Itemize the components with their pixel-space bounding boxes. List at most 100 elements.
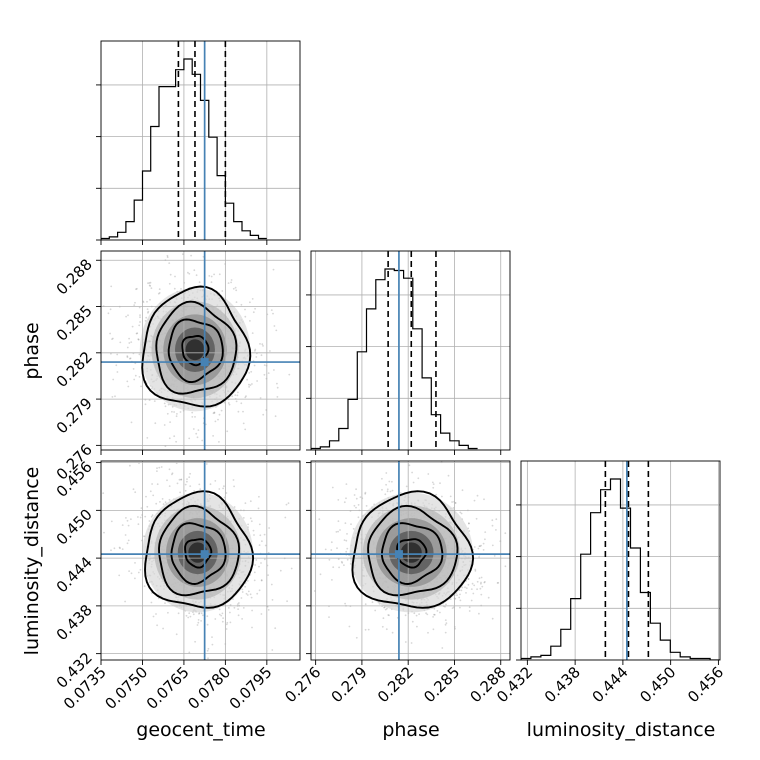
joint-0-sample	[263, 373, 266, 376]
joint-1-sample	[242, 517, 245, 519]
joint-2-sample	[364, 628, 367, 631]
joint-1-sample	[251, 609, 254, 612]
joint-1-sample	[130, 572, 133, 575]
joint-0-sample	[231, 395, 234, 398]
joint-1-sample	[118, 574, 121, 577]
joint-2-contour-1	[367, 504, 459, 597]
joint-0-sample	[111, 396, 114, 398]
joint-0-sample	[180, 288, 182, 290]
joint-1-sample	[157, 597, 160, 600]
joint-2-sample	[341, 561, 344, 564]
joint-0-sample	[235, 289, 238, 292]
joint-0-sample	[138, 376, 141, 378]
joint-2-sample	[452, 507, 455, 509]
joint-0-sample	[169, 421, 172, 423]
joint-0-contour-0	[141, 285, 252, 408]
joint-1-contour-2	[170, 522, 227, 585]
joint-1-sample	[249, 517, 252, 520]
joint-2-sample	[487, 596, 490, 599]
joint-0-sample	[223, 401, 226, 404]
joint-2-sample	[385, 483, 387, 486]
joint-1-sample	[177, 612, 180, 615]
joint-0-sample	[138, 306, 141, 309]
joint-1-sample	[146, 505, 149, 508]
joint-0-sample	[235, 301, 238, 303]
joint-0-sample	[259, 397, 262, 399]
joint-2-sample	[346, 558, 349, 561]
joint-0-sample	[163, 424, 166, 426]
joint-2-sample	[364, 491, 367, 494]
joint-2-sample	[459, 599, 462, 602]
joint-0-sample	[126, 355, 129, 357]
luminosity_distance-xlabel: luminosity_distance	[527, 719, 716, 741]
joint-2-sample	[385, 628, 388, 631]
joint-1-sample	[238, 602, 240, 604]
joint-0-truth-point	[200, 358, 209, 367]
joint-0-sample	[195, 274, 198, 277]
joint-2-sample	[417, 477, 420, 480]
joint-2-sample	[391, 480, 393, 483]
joint-0-sample	[192, 428, 195, 430]
joint-0-sample	[234, 394, 237, 396]
joint-0-sample	[201, 439, 204, 442]
joint-0-sample	[259, 343, 261, 345]
joint-2-sample	[345, 497, 347, 500]
joint-0-sample	[147, 311, 149, 314]
joint-2-sample	[405, 485, 408, 488]
joint-1-sample	[225, 623, 228, 626]
joint-1-sample	[200, 612, 203, 615]
joint-1-sample	[247, 523, 250, 526]
joint-2-sample	[415, 614, 418, 617]
joint-2-sample	[475, 517, 478, 520]
joint-2-sample	[345, 550, 348, 553]
joint-1-sample	[218, 613, 221, 616]
joint-2-sample	[473, 584, 476, 587]
joint-0-sample	[136, 332, 139, 335]
joint-2-sample	[431, 481, 434, 484]
joint-1-sample	[192, 613, 195, 616]
joint-0-sample	[138, 324, 141, 327]
joint-2-sample	[427, 631, 429, 634]
joint-2-sample	[460, 589, 463, 592]
joint-2-sample	[484, 581, 486, 583]
joint-1-sample	[214, 618, 217, 620]
joint-1-sample	[144, 515, 147, 518]
joint-2-sample	[441, 647, 444, 649]
joint-2-sample	[344, 522, 347, 525]
joint-1-sample	[256, 592, 259, 595]
joint-0-sample	[166, 256, 169, 259]
joint-1-sample	[150, 515, 153, 518]
joint-0-sample	[149, 281, 152, 284]
joint-0-sample	[288, 373, 291, 376]
joint-0-sample	[179, 411, 182, 413]
joint-0-sample	[274, 415, 277, 418]
joint-1-sample	[185, 614, 188, 617]
joint-0-sample	[248, 383, 250, 386]
joint-2-sample	[410, 642, 413, 644]
joint-2-contour-0	[351, 490, 475, 609]
joint-2-sample	[458, 596, 461, 599]
joint-2-sample	[364, 492, 367, 495]
joint-0-sample	[210, 281, 213, 284]
joint-1-sample	[267, 551, 270, 554]
joint-0-sample	[131, 325, 134, 328]
joint-1-sample	[232, 479, 235, 481]
joint-1-sample	[237, 608, 240, 610]
joint-2-sample	[459, 606, 461, 609]
joint-0-sample	[273, 369, 275, 371]
joint-1-sample	[159, 501, 161, 503]
joint-0-sample	[146, 308, 149, 311]
panel-frame-0-0	[100, 40, 301, 241]
joint-1-sample	[156, 470, 158, 472]
joint-2-sample	[343, 564, 345, 567]
joint-0-sample	[129, 357, 131, 360]
joint-2-sample	[491, 519, 494, 522]
joint-2-sample	[433, 613, 436, 616]
joint-1-sample	[184, 483, 187, 486]
joint-1-sample	[196, 624, 199, 626]
joint-2-sample	[382, 617, 385, 620]
joint-1-sample	[246, 580, 249, 582]
panel-gap-cover-6	[0, 660, 760, 760]
joint-2-sample	[340, 560, 343, 563]
joint-2-sample	[319, 573, 322, 576]
